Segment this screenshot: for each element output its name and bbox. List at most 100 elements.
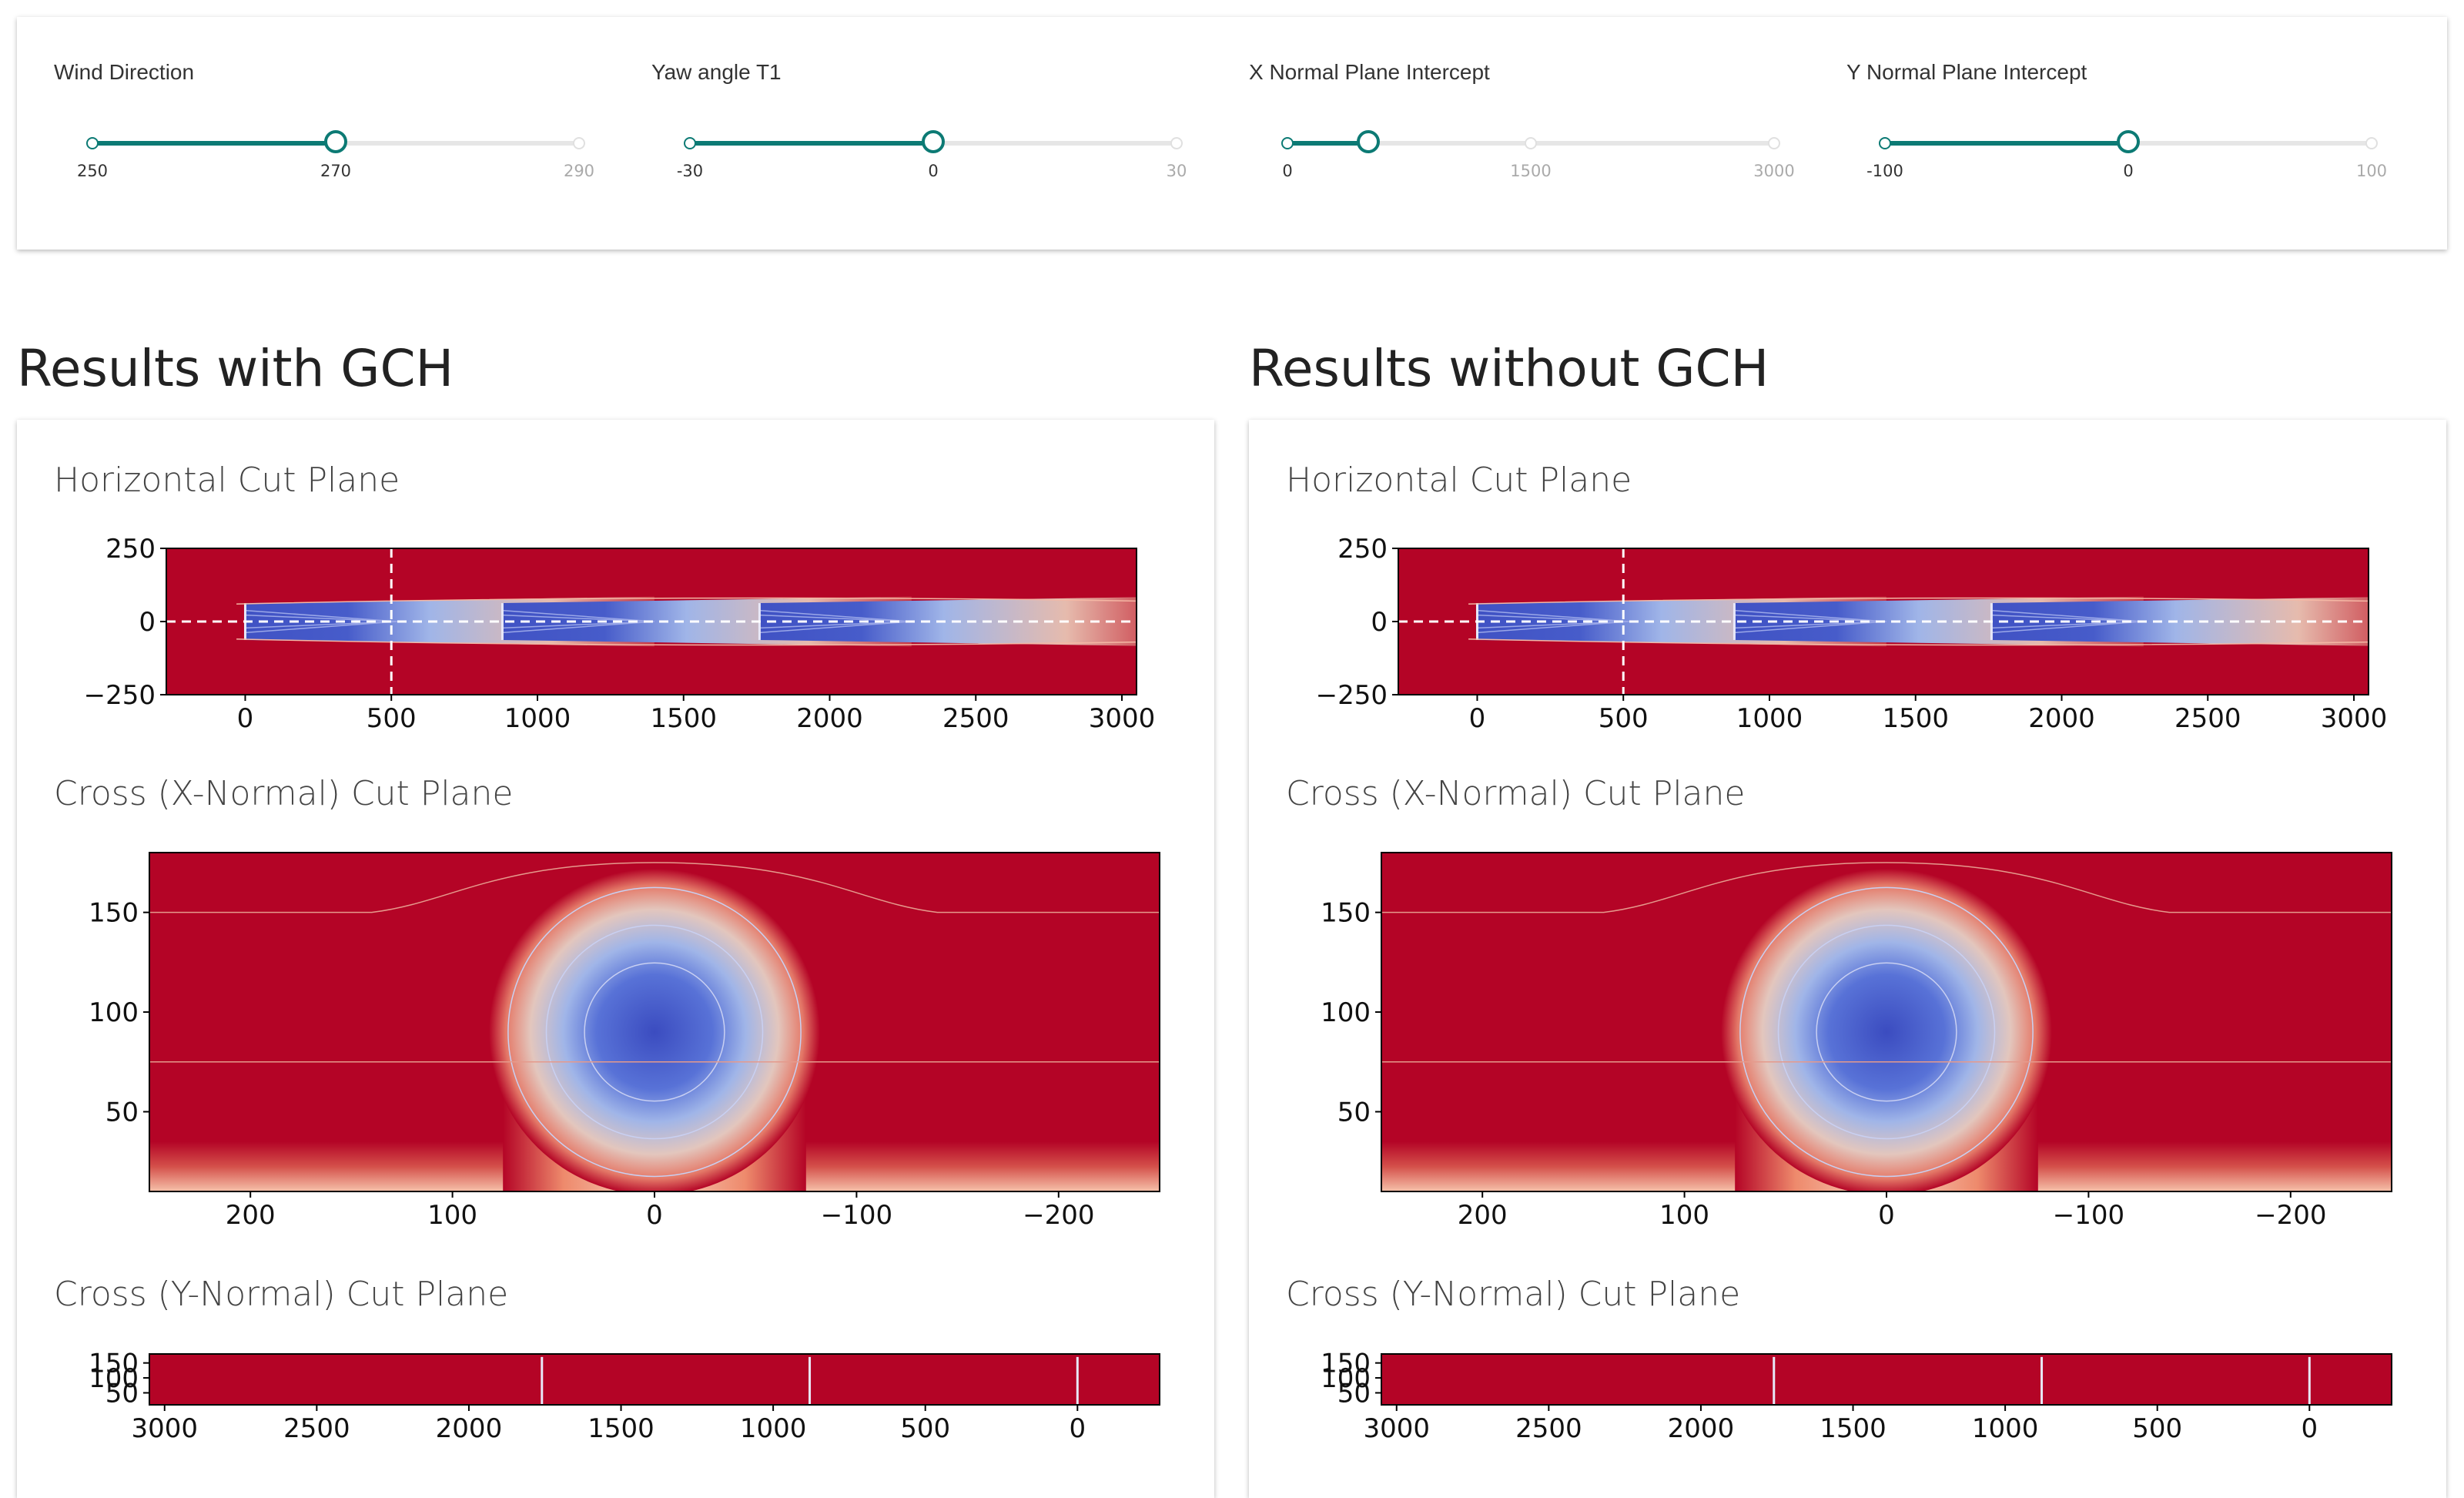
section-title-without-gch: Results without GCH (1249, 339, 1769, 398)
x-tick-label: 0 (1069, 1413, 1086, 1444)
outer-contour (149, 862, 1160, 913)
slider-dot[interactable] (1768, 137, 1780, 149)
y-tick: 150 (1321, 898, 1381, 929)
x-tick-label: 1000 (504, 703, 571, 734)
x-tick: −200 (2255, 1191, 2326, 1231)
slider-handle[interactable] (324, 130, 347, 153)
y-tick: 150 (1321, 1349, 1381, 1379)
slider-dot[interactable] (684, 137, 696, 149)
slider-dot[interactable] (1525, 137, 1537, 149)
slider-y-normal-plane-intercept[interactable]: -100 0 100 (1866, 130, 2387, 194)
x-tick: 1000 (1736, 695, 1803, 734)
x-axis: 0 500 1000 1500 2000 2500 3000 (237, 695, 1155, 734)
horizontal-plot-title: Horizontal Cut Plane (1286, 461, 1632, 500)
x-tick-label: 500 (900, 1413, 950, 1444)
y-tick: 50 (105, 1097, 149, 1128)
y-tick: 250 (1337, 534, 1398, 565)
x-tick: 1000 (740, 1405, 807, 1444)
slider-dot[interactable] (1879, 137, 1891, 149)
slider-handle[interactable] (2117, 130, 2140, 153)
wake-core (1721, 869, 2052, 1191)
x-tick: 200 (1458, 1191, 1508, 1231)
slider-mark-label: 30 (1166, 162, 1187, 180)
y-tick-label: 150 (89, 898, 139, 929)
wake-region (759, 597, 1137, 646)
y-tick: −250 (1316, 680, 1398, 711)
slider-dot[interactable] (86, 137, 99, 149)
x-tick: 100 (1659, 1191, 1709, 1231)
wake-contour (1734, 609, 1886, 634)
slider-mark-label: 1500 (1510, 162, 1552, 180)
x-axis: 200 100 0 −100 −200 (226, 1191, 1094, 1231)
axes-frame (149, 1353, 1160, 1406)
x-tick: 500 (900, 1405, 950, 1444)
x-tick-label: 200 (1458, 1200, 1508, 1231)
y-tick: 100 (89, 997, 149, 1028)
y-tick-label: 0 (139, 607, 156, 638)
y-tick-label: −250 (84, 680, 156, 711)
y-tick-label: 50 (105, 1378, 139, 1409)
x-tick-label: −200 (1023, 1200, 1094, 1231)
x-tick: 0 (237, 695, 253, 734)
slider-yaw-angle-t1[interactable]: -30 0 30 (677, 130, 1187, 194)
slider-wind-direction[interactable]: 250 270 290 (77, 130, 594, 194)
y-tick: 0 (139, 607, 166, 638)
x-tick-label: 2000 (796, 703, 863, 734)
y-tick: 100 (1321, 997, 1381, 1028)
x-tick-label: 3000 (1363, 1413, 1430, 1444)
x-tick-label: 200 (226, 1200, 276, 1231)
slider-dot[interactable] (1170, 137, 1183, 149)
y-tick: 100 (1321, 1363, 1381, 1394)
y-tick: 50 (105, 1378, 149, 1409)
x-tick-label: 2000 (436, 1413, 503, 1444)
slider-track (690, 141, 933, 146)
x-tick: 2000 (796, 695, 863, 734)
cross-y-plot-title: Cross (Y-Normal) Cut Plane (1286, 1275, 1741, 1314)
slider-mark-label: 270 (320, 162, 352, 180)
x-tick-label: 100 (427, 1200, 477, 1231)
y-tick: 150 (89, 898, 149, 929)
cross_x-plot: 200 100 0 −100 −200 150 100 50 (1321, 852, 2392, 1231)
slider-mark-label: 290 (563, 162, 595, 180)
slider-dot[interactable] (2365, 137, 2378, 149)
wake-contour (502, 609, 654, 634)
y-tick-label: 100 (1321, 1363, 1371, 1394)
horizontal-plot-title: Horizontal Cut Plane (54, 461, 400, 500)
y-axis: 250 0 −250 (1316, 534, 1398, 711)
x-tick-label: 500 (1599, 703, 1649, 734)
x-tick-label: −100 (2053, 1200, 2124, 1231)
x-tick-label: 1000 (740, 1413, 807, 1444)
slider-label: Wind Direction (54, 60, 195, 84)
slider-dot[interactable] (1281, 137, 1294, 149)
slider-track (1287, 141, 1369, 146)
y-tick-label: 100 (89, 1363, 139, 1394)
y-tick-label: 250 (105, 534, 156, 565)
x-tick-label: 1000 (1972, 1413, 2039, 1444)
x-tick-label: 1000 (1736, 703, 1803, 734)
cross-y-plot-title: Cross (Y-Normal) Cut Plane (54, 1275, 509, 1314)
x-tick: 3000 (1363, 1405, 1430, 1444)
y-tick: 250 (105, 534, 166, 565)
x-axis: 3000 2500 2000 1500 1000 500 0 (1363, 1405, 2318, 1444)
slider-dot[interactable] (573, 137, 585, 149)
x-tick-label: 100 (1659, 1200, 1709, 1231)
y-tick-label: 150 (1321, 1349, 1371, 1379)
x-tick: 100 (427, 1191, 477, 1231)
wake-core (489, 869, 820, 1191)
slider-handle[interactable] (922, 130, 945, 153)
wake-contour (507, 886, 802, 1178)
x-tick-label: 3000 (2321, 703, 2388, 734)
slider-mark-label: 100 (2355, 162, 2388, 180)
x-tick-label: 2000 (1668, 1413, 1735, 1444)
x-tick-label: 2500 (283, 1413, 350, 1444)
slider-label: Yaw angle T1 (651, 60, 782, 84)
x-tick: 2000 (436, 1405, 503, 1444)
slider-x-normal-plane-intercept[interactable]: 0 1500 3000 (1281, 130, 1795, 194)
slider-mark-label: 3000 (1753, 162, 1795, 180)
x-tick: 1500 (650, 695, 717, 734)
slider-handle[interactable] (1357, 130, 1381, 153)
x-tick: 2500 (283, 1405, 350, 1444)
